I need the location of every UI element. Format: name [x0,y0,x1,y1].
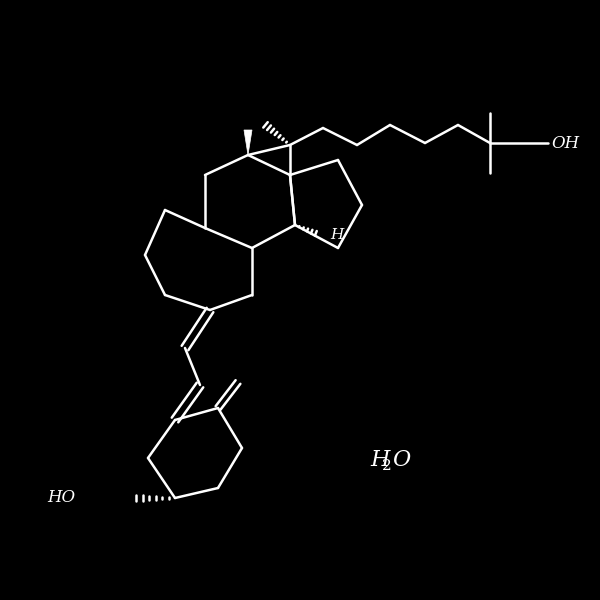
Text: H: H [370,449,389,471]
Text: H: H [330,228,343,242]
Text: HO: HO [47,490,75,506]
Text: O: O [392,449,410,471]
Text: 2: 2 [382,459,392,473]
Polygon shape [244,130,252,155]
Text: OH: OH [551,134,579,151]
